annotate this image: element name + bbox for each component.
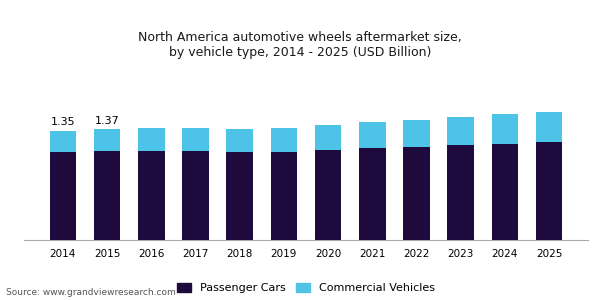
Bar xyxy=(94,151,121,240)
Bar xyxy=(182,128,209,151)
Bar xyxy=(271,152,297,240)
Bar xyxy=(315,150,341,240)
Bar xyxy=(138,151,164,240)
Bar xyxy=(491,143,518,240)
Bar xyxy=(403,147,430,240)
Text: 1.35: 1.35 xyxy=(50,117,75,127)
Bar xyxy=(226,129,253,152)
Bar xyxy=(359,122,386,148)
Bar xyxy=(94,129,121,151)
Bar xyxy=(536,142,562,240)
Bar xyxy=(536,112,562,142)
Legend: Passenger Cars, Commercial Vehicles: Passenger Cars, Commercial Vehicles xyxy=(173,279,439,298)
Bar xyxy=(138,128,164,151)
Bar xyxy=(359,148,386,240)
Bar xyxy=(403,120,430,147)
Bar xyxy=(448,145,474,240)
Text: 1.37: 1.37 xyxy=(95,116,119,126)
Bar xyxy=(226,152,253,240)
Text: Source: www.grandviewresearch.com: Source: www.grandviewresearch.com xyxy=(6,288,176,297)
Bar xyxy=(491,114,518,143)
Bar xyxy=(182,151,209,240)
Bar xyxy=(50,130,76,152)
Bar xyxy=(271,128,297,152)
Bar xyxy=(50,152,76,240)
Bar xyxy=(448,117,474,145)
Text: North America automotive wheels aftermarket size,
by vehicle type, 2014 - 2025 (: North America automotive wheels aftermar… xyxy=(138,31,462,59)
Bar xyxy=(315,125,341,150)
